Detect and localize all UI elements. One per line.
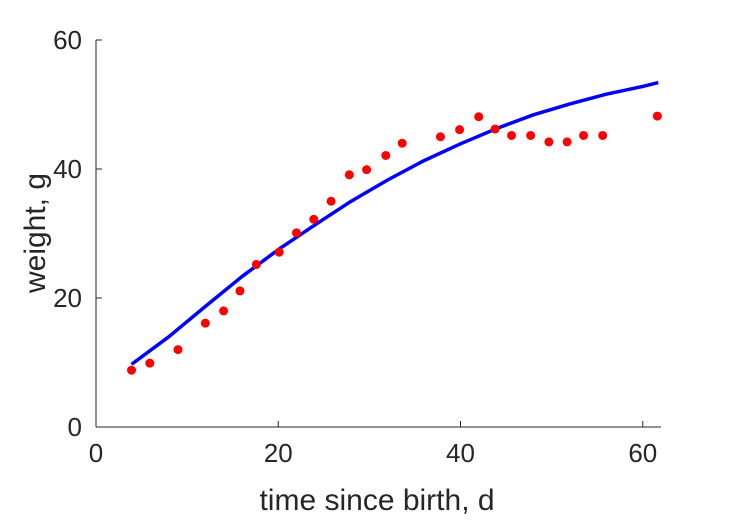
data-point bbox=[435, 132, 445, 142]
data-point bbox=[291, 228, 301, 238]
data-point bbox=[474, 112, 484, 122]
data-point bbox=[455, 125, 465, 135]
x-tick-label: 40 bbox=[446, 438, 475, 468]
data-point bbox=[200, 318, 210, 328]
data-point bbox=[362, 165, 372, 175]
data-point bbox=[326, 196, 336, 206]
data-point bbox=[274, 247, 284, 257]
data-point bbox=[652, 111, 662, 121]
y-axis-title: weight, g bbox=[19, 173, 52, 294]
x-tick-label: 60 bbox=[628, 438, 657, 468]
data-point bbox=[598, 130, 608, 140]
data-point bbox=[145, 358, 155, 368]
axes: 0 20 40 60 0 20 40 60 bbox=[53, 25, 661, 468]
data-point bbox=[235, 286, 245, 296]
data-point bbox=[507, 130, 517, 140]
data-point bbox=[344, 170, 354, 180]
data-point bbox=[579, 130, 589, 140]
data-point bbox=[490, 124, 500, 134]
y-tick-label: 0 bbox=[68, 412, 82, 442]
data-point bbox=[381, 150, 391, 160]
y-tick-label: 20 bbox=[53, 283, 82, 313]
data-point bbox=[173, 345, 183, 355]
x-tick-label: 20 bbox=[264, 438, 293, 468]
data-point bbox=[127, 365, 137, 375]
data-point bbox=[526, 130, 536, 140]
data-point bbox=[251, 259, 261, 269]
x-axis-title: time since birth, d bbox=[259, 484, 494, 517]
data-point bbox=[219, 306, 229, 316]
x-tick-label: 0 bbox=[89, 438, 103, 468]
fit-curve bbox=[130, 80, 659, 366]
data-point bbox=[397, 138, 407, 148]
data-point bbox=[309, 214, 319, 224]
data-point bbox=[562, 137, 572, 147]
y-tick-label: 60 bbox=[53, 25, 82, 55]
series-layer bbox=[127, 80, 662, 375]
data-point bbox=[544, 137, 554, 147]
y-tick-label: 40 bbox=[53, 154, 82, 184]
